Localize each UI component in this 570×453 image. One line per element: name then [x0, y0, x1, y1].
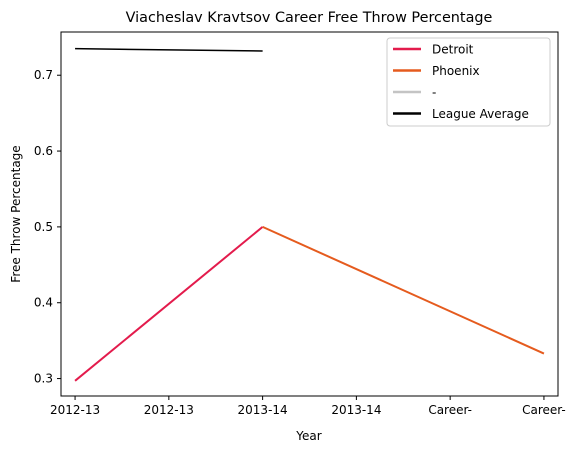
- y-tick-label: 0.7: [34, 68, 53, 82]
- x-axis-label: Year: [295, 429, 321, 443]
- plot-frame: [60, 31, 559, 397]
- legend: Detroit Phoenix - League Average: [386, 37, 551, 127]
- chart-title: Viacheslav Kravtsov Career Free Throw Pe…: [126, 10, 493, 26]
- x-tick-label: 2012-13: [144, 403, 194, 417]
- series-line-phoenix: [262, 225, 545, 355]
- series-lines: [74, 47, 545, 382]
- y-tick-label: 0.6: [34, 144, 53, 158]
- y-tick-label: 0.5: [34, 220, 53, 234]
- legend-label: League Average: [432, 107, 529, 121]
- x-axis: 2012-13 2012-13 2013-14 2013-14 Career- Caree…: [50, 396, 566, 417]
- x-tick-label: Career-: [522, 403, 566, 417]
- y-tick-label: 0.3: [34, 372, 53, 386]
- y-axis: 0.3 0.4 0.5 0.6 0.7: [34, 68, 61, 386]
- x-tick-label: 2013-14: [238, 403, 288, 417]
- plot-area: [60, 31, 559, 397]
- legend-frame: [386, 37, 551, 127]
- y-tick-label: 0.4: [34, 296, 53, 310]
- series-line-detroit: [74, 226, 264, 382]
- legend-label: -: [432, 86, 436, 100]
- legend-label: Detroit: [432, 43, 474, 57]
- x-tick-label: Career-: [428, 403, 472, 417]
- legend-label: Phoenix: [432, 64, 480, 78]
- x-tick-label: 2013-14: [331, 403, 381, 417]
- y-axis-label: Free Throw Percentage: [9, 145, 23, 282]
- series-line-league-average: [75, 47, 263, 52]
- x-tick-label: 2012-13: [50, 403, 100, 417]
